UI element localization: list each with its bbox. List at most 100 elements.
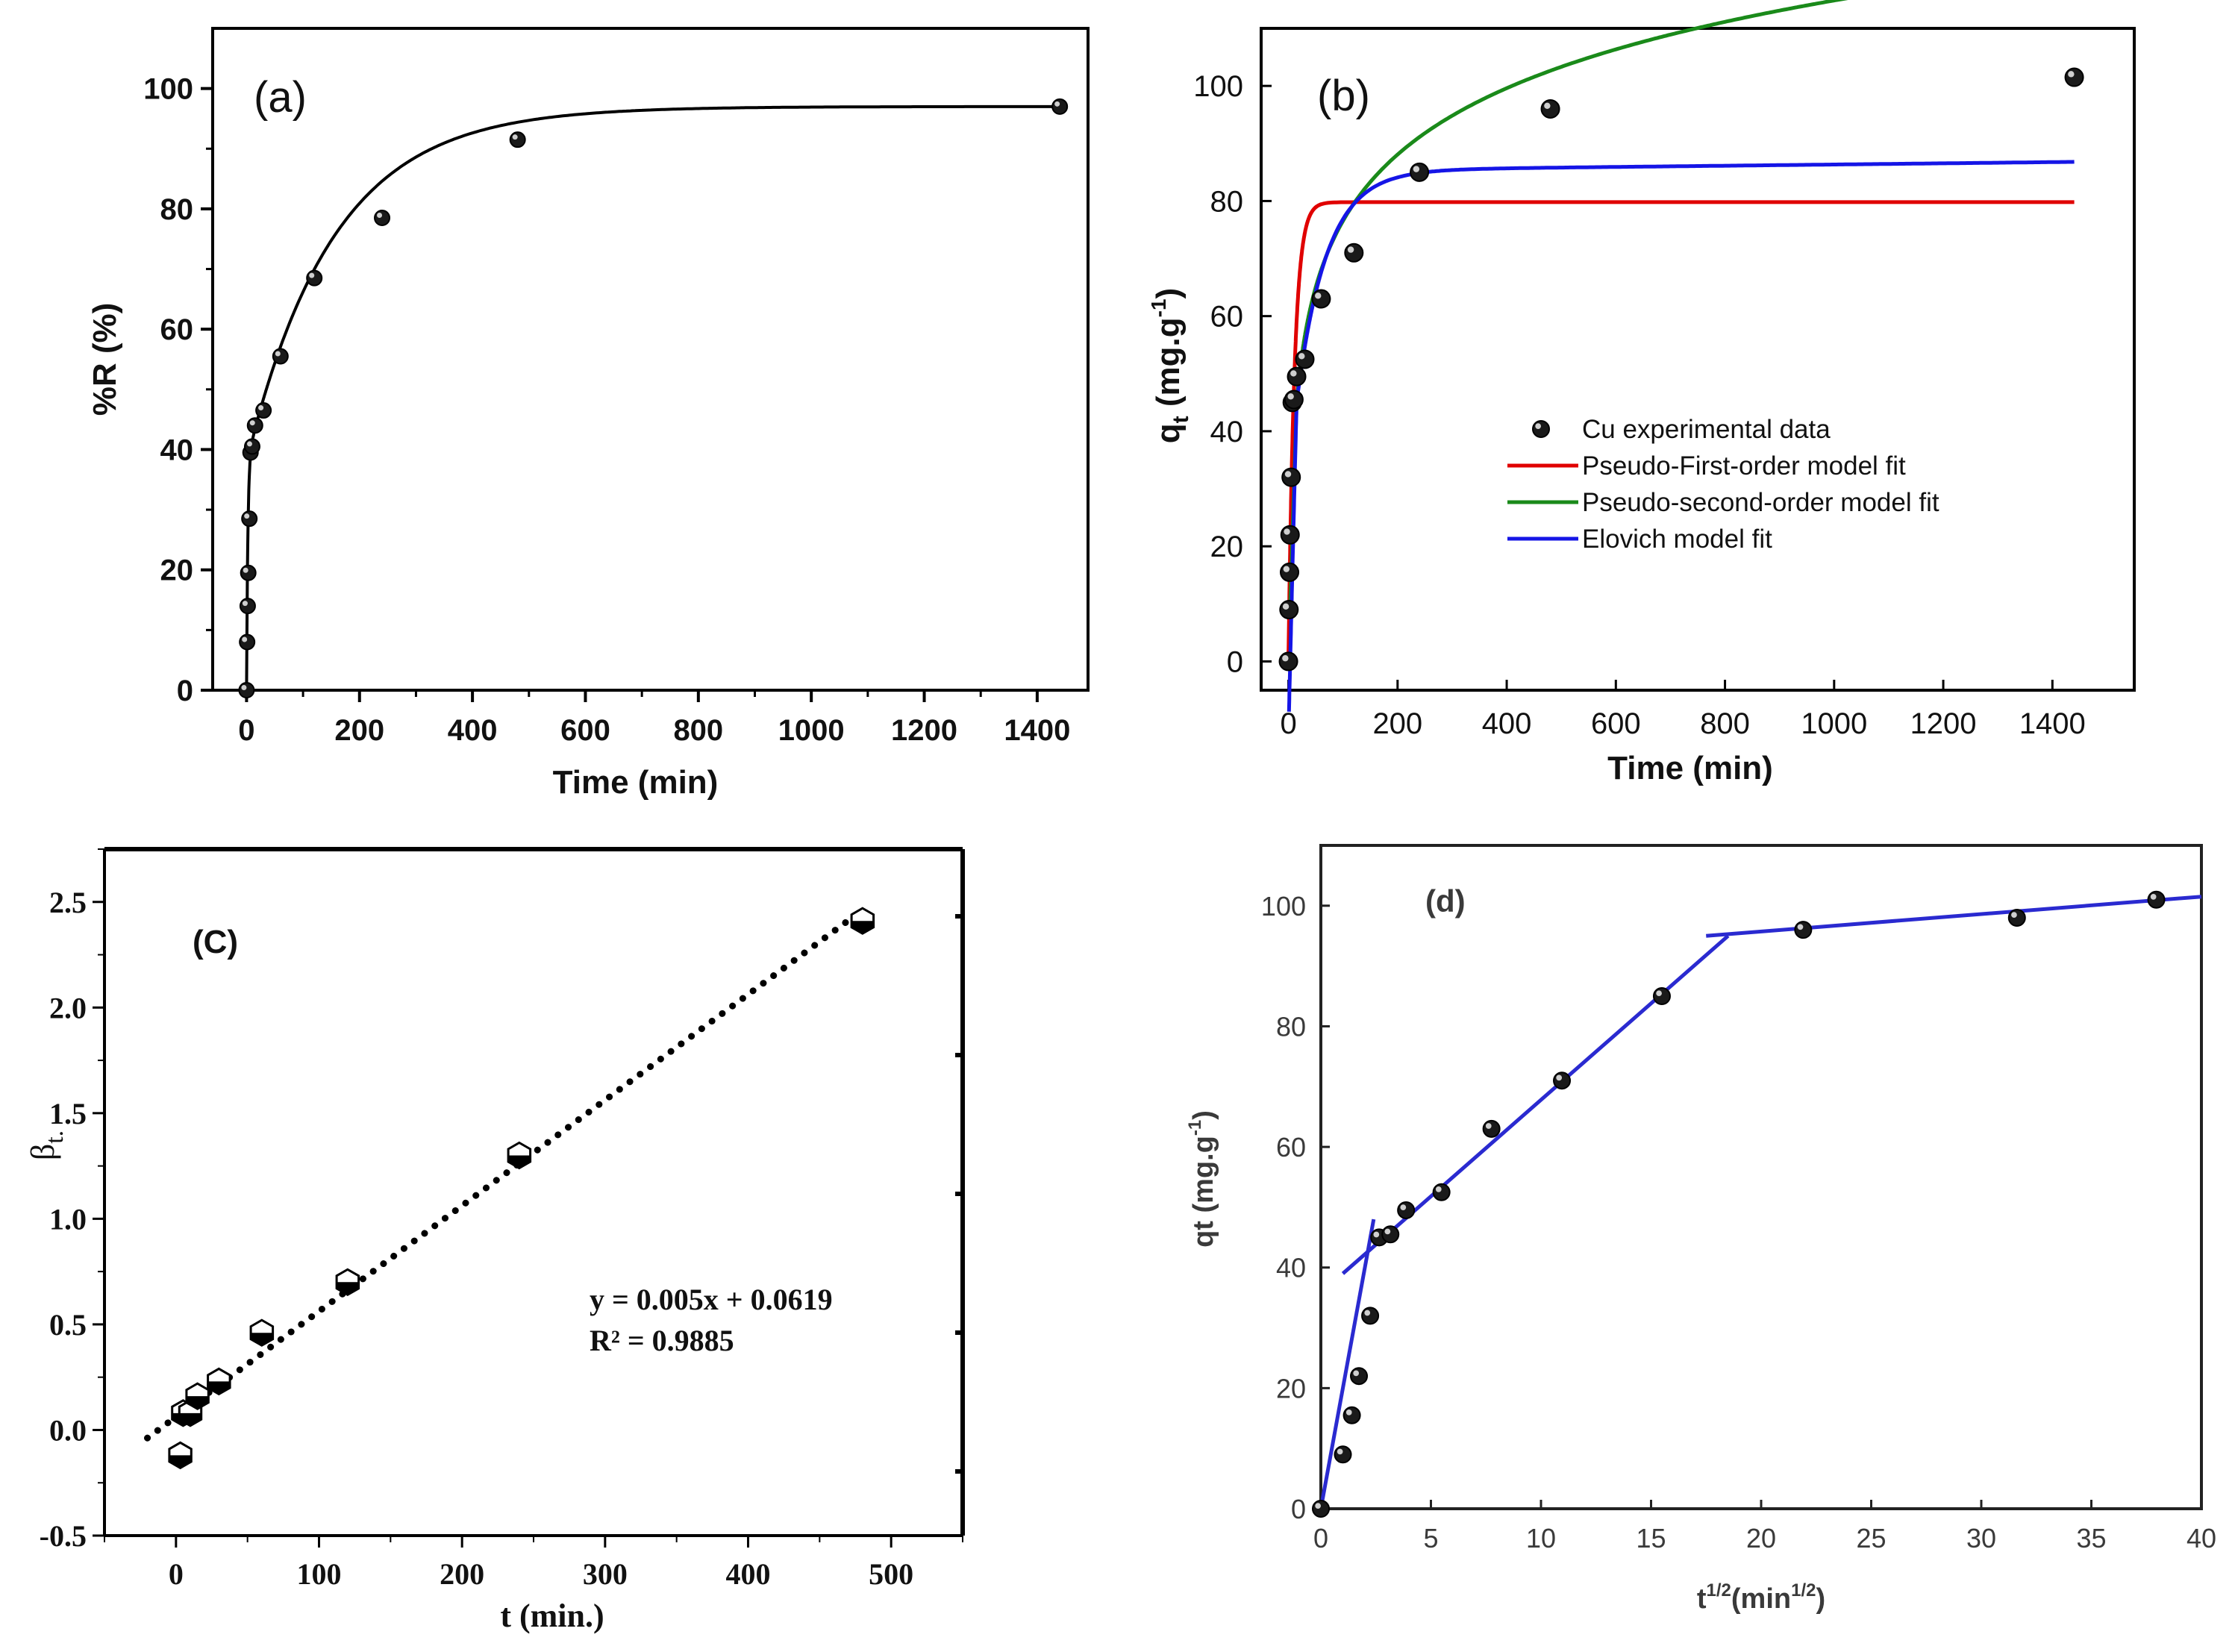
x-tick-label: 1000 <box>1801 707 1867 740</box>
data-point-highlight <box>1656 990 1662 997</box>
x-tick-label: 200 <box>440 1557 484 1591</box>
data-point-fill <box>337 1282 359 1295</box>
y-tick-label: 20 <box>1276 1373 1306 1404</box>
data-point <box>1280 562 1300 582</box>
legend-marker-experimental <box>1532 420 1550 438</box>
data-point <box>243 438 260 455</box>
y-tick-label: 80 <box>1210 185 1244 218</box>
data-point <box>1279 600 1299 620</box>
x-tick-label: 1200 <box>891 714 957 747</box>
data-point-fill <box>169 1455 192 1468</box>
panel-label: (C) <box>193 924 238 960</box>
panel-a: 0 200 400 600 800 1000 1200 1400 0 20 40 60 80 100 Tim… <box>87 27 1090 801</box>
y-tick-label: 1.0 <box>49 1202 87 1236</box>
y-axis-label-close: ) <box>1188 1110 1219 1120</box>
x-axis-label-sup: 1/2 <box>1707 1580 1731 1601</box>
x-tick-label: 400 <box>726 1557 771 1591</box>
x-tick-label: 10 <box>1526 1523 1556 1554</box>
data-point-highlight <box>249 420 255 426</box>
data-point-highlight <box>1353 1370 1360 1377</box>
x-tick-label: 600 <box>1591 707 1641 740</box>
data-point-highlight <box>1347 246 1354 253</box>
legend-marker-experimental-highlight <box>1535 423 1541 430</box>
data-point-highlight <box>275 351 281 357</box>
data-point <box>240 564 257 581</box>
y-axis-label-main: q <box>1150 423 1187 443</box>
fit-r-squared: R² = 0.9885 <box>590 1324 734 1357</box>
y-axis-label-sup: -1 <box>1147 298 1170 317</box>
data-point <box>374 210 391 227</box>
y-axis-label: %R (%) <box>87 303 123 416</box>
data-point <box>241 510 258 528</box>
y-tick-label: 0 <box>177 675 193 707</box>
x-axis-label-main: t <box>1697 1583 1707 1615</box>
x-axis-label: t1/2(min1/2) <box>1697 1580 1825 1615</box>
data-point-highlight <box>1337 1448 1343 1455</box>
data-point-highlight <box>1373 1231 1380 1238</box>
y-tick-label: 40 <box>160 434 194 466</box>
x-tick-label: 1000 <box>778 714 845 747</box>
data-point <box>255 402 272 419</box>
y-tick-label: 0.5 <box>49 1308 87 1342</box>
data-point-highlight <box>1298 353 1305 360</box>
x-tick-label: 400 <box>448 714 498 747</box>
legend-label: Elovich model fit <box>1582 525 1772 554</box>
y-tick-label: 100 <box>1193 70 1243 103</box>
y-tick-label: 1.5 <box>49 1097 87 1130</box>
x-axis-label: Time (min) <box>553 764 719 801</box>
y-axis-label-sub: t <box>1169 416 1193 423</box>
linear-segment-1 <box>1319 1218 1376 1509</box>
y-tick-label: 2.5 <box>49 886 87 919</box>
x-tick-label: 300 <box>583 1557 628 1591</box>
y-tick-label: 100 <box>1261 891 1306 922</box>
panel-d: 0 5 10 15 20 25 30 35 40020406080100t1/2(min1/2)… <box>1185 844 2216 1615</box>
data-point <box>2064 67 2084 87</box>
x-tick-label: 100 <box>297 1557 342 1591</box>
plot-frame <box>211 27 1090 692</box>
y-tick-label: 20 <box>1210 531 1244 563</box>
data-point-highlight <box>1287 393 1294 400</box>
x-tick-label: 20 <box>1746 1523 1776 1554</box>
panel-label: (d) <box>1425 883 1466 919</box>
data-point <box>306 269 323 287</box>
x-tick-label: 800 <box>1700 707 1750 740</box>
data-point-fill <box>186 1396 209 1409</box>
data-point <box>1342 1406 1361 1424</box>
data-point <box>1287 366 1307 387</box>
data-point <box>238 682 255 698</box>
data-point <box>509 131 526 148</box>
data-point <box>1334 1445 1352 1464</box>
data-point <box>1284 389 1304 410</box>
x-tick-label: 15 <box>1636 1523 1666 1554</box>
x-tick-label: 1400 <box>2019 707 2086 740</box>
data-point-highlight <box>1315 1503 1321 1509</box>
x-tick-label: 0 <box>169 1557 184 1591</box>
y-tick-label: 40 <box>1276 1253 1306 1283</box>
y-axis-label: qt (mg.g-1) <box>1185 1110 1219 1248</box>
x-tick-label: 1200 <box>1910 707 1977 740</box>
x-tick-label: 25 <box>1856 1523 1886 1554</box>
y-axis-label-unit: (mg.g <box>1150 317 1187 416</box>
y-axis-label: qt (mg.g-1) <box>1147 288 1193 443</box>
data-point-highlight <box>1556 1074 1563 1081</box>
data-point-highlight <box>246 441 252 447</box>
data-point-fill <box>179 1412 201 1426</box>
data-point <box>1295 349 1315 369</box>
y-tick-label: 20 <box>160 554 194 587</box>
data-point-fill <box>508 1155 531 1168</box>
data-point-highlight <box>1413 166 1420 172</box>
data-point-highlight <box>1283 566 1290 572</box>
fit-equation: y = 0.005x + 0.0619 <box>590 1283 833 1316</box>
data-point <box>1312 1500 1330 1518</box>
data-point-highlight <box>243 567 248 573</box>
x-tick-label: 5 <box>1423 1523 1438 1554</box>
data-point-highlight <box>1345 1409 1352 1415</box>
legend-label: Pseudo-First-order model fit <box>1582 451 1906 481</box>
data-point-highlight <box>2150 894 2157 900</box>
y-tick-label: 0 <box>1227 645 1243 678</box>
y-axis-label: βt. <box>25 1130 69 1160</box>
data-point-highlight <box>1284 528 1290 535</box>
data-point-highlight <box>244 513 250 519</box>
data-point <box>2147 890 2166 909</box>
